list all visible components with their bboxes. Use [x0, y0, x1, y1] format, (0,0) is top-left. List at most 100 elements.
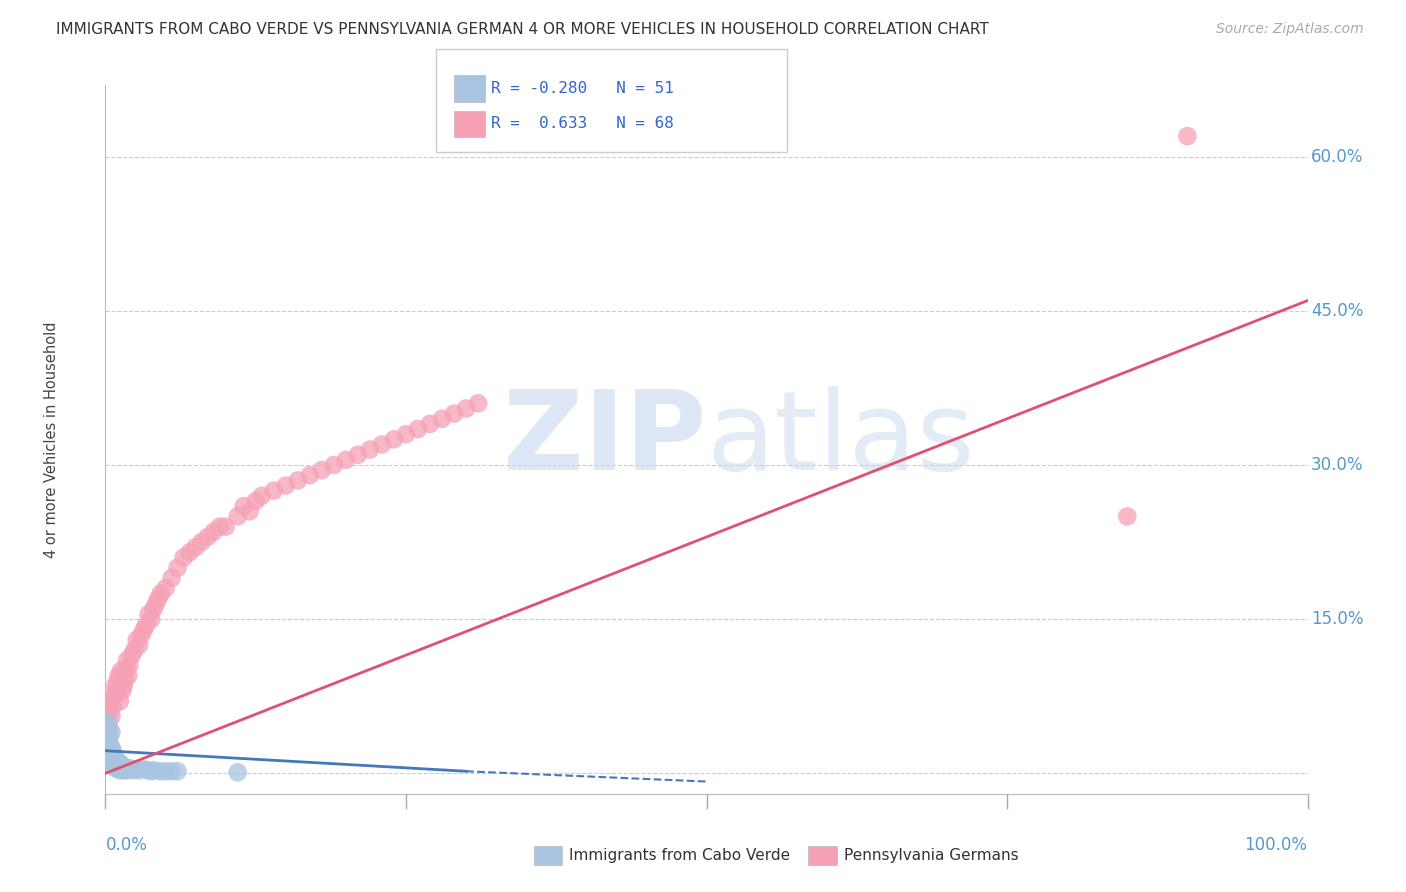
Point	[382, 433, 405, 447]
Point	[96, 731, 118, 745]
Point	[371, 437, 394, 451]
Point	[108, 694, 131, 708]
Point	[118, 658, 141, 673]
Point	[149, 586, 172, 600]
Point	[105, 684, 128, 698]
Point	[124, 762, 146, 776]
Point	[100, 751, 122, 765]
Point	[454, 401, 477, 416]
Point	[100, 740, 122, 755]
Text: atlas: atlas	[707, 386, 974, 492]
Point	[128, 764, 150, 778]
Point	[115, 664, 138, 678]
Point	[239, 504, 262, 518]
Point	[98, 727, 121, 741]
Point	[197, 530, 219, 544]
Point	[160, 571, 183, 585]
Text: R =  0.633   N = 68: R = 0.633 N = 68	[491, 116, 673, 131]
Point	[430, 411, 453, 425]
Point	[101, 744, 124, 758]
Point	[148, 764, 170, 779]
Point	[98, 756, 121, 770]
Point	[97, 735, 120, 749]
Point	[96, 740, 118, 755]
Point	[406, 422, 429, 436]
Point	[214, 519, 236, 533]
Point	[142, 764, 165, 778]
Point	[103, 690, 125, 704]
Point	[115, 653, 138, 667]
Point	[232, 499, 254, 513]
Point	[107, 758, 129, 772]
Point	[135, 617, 157, 632]
Point	[166, 764, 188, 779]
Point	[173, 550, 195, 565]
Point	[111, 758, 134, 772]
Point	[128, 638, 150, 652]
Point	[443, 407, 465, 421]
Point	[136, 764, 159, 778]
Point	[112, 679, 135, 693]
Point	[115, 764, 138, 778]
Text: 30.0%: 30.0%	[1312, 456, 1364, 474]
Point	[142, 602, 165, 616]
Point	[104, 761, 127, 775]
Point	[104, 751, 127, 765]
Point	[97, 725, 120, 739]
Text: 45.0%: 45.0%	[1312, 301, 1364, 320]
Point	[139, 612, 162, 626]
Text: Pennsylvania Germans: Pennsylvania Germans	[844, 848, 1018, 863]
Point	[98, 694, 121, 708]
Point	[101, 699, 124, 714]
Text: IMMIGRANTS FROM CABO VERDE VS PENNSYLVANIA GERMAN 4 OR MORE VEHICLES IN HOUSEHOL: IMMIGRANTS FROM CABO VERDE VS PENNSYLVAN…	[56, 22, 988, 37]
Point	[114, 673, 136, 688]
Point	[121, 764, 143, 778]
Text: 15.0%: 15.0%	[1312, 610, 1364, 628]
Point	[98, 705, 121, 719]
Point	[322, 458, 344, 472]
Point	[125, 632, 148, 647]
Point	[98, 751, 121, 765]
Point	[311, 463, 333, 477]
Point	[131, 627, 153, 641]
Point	[98, 746, 121, 760]
Point	[226, 765, 249, 780]
Point	[108, 764, 131, 778]
Text: 0.0%: 0.0%	[105, 837, 148, 855]
Point	[101, 756, 124, 770]
Point	[110, 761, 132, 775]
Text: 100.0%: 100.0%	[1244, 837, 1308, 855]
Point	[111, 684, 134, 698]
Text: 4 or more Vehicles in Household: 4 or more Vehicles in Household	[44, 321, 59, 558]
Point	[98, 740, 121, 755]
Point	[97, 740, 120, 755]
Point	[155, 582, 177, 596]
Point	[121, 648, 143, 662]
Point	[467, 396, 489, 410]
Point	[208, 519, 231, 533]
Point	[107, 761, 129, 775]
Point	[107, 673, 129, 688]
Point	[148, 591, 170, 606]
Point	[184, 540, 207, 554]
Point	[112, 764, 135, 778]
Point	[117, 669, 139, 683]
Text: Source: ZipAtlas.com: Source: ZipAtlas.com	[1216, 22, 1364, 37]
Point	[110, 664, 132, 678]
Point	[115, 762, 138, 776]
Point	[1116, 509, 1139, 524]
Point	[226, 509, 249, 524]
Text: Immigrants from Cabo Verde: Immigrants from Cabo Verde	[569, 848, 790, 863]
Point	[97, 746, 120, 760]
Point	[145, 597, 167, 611]
Point	[108, 756, 131, 770]
Point	[107, 669, 129, 683]
Point	[347, 448, 370, 462]
Point	[96, 714, 118, 729]
Point	[250, 489, 273, 503]
Point	[98, 720, 121, 734]
Text: 60.0%: 60.0%	[1312, 148, 1364, 166]
Point	[202, 524, 225, 539]
Point	[263, 483, 285, 498]
Point	[138, 607, 160, 621]
